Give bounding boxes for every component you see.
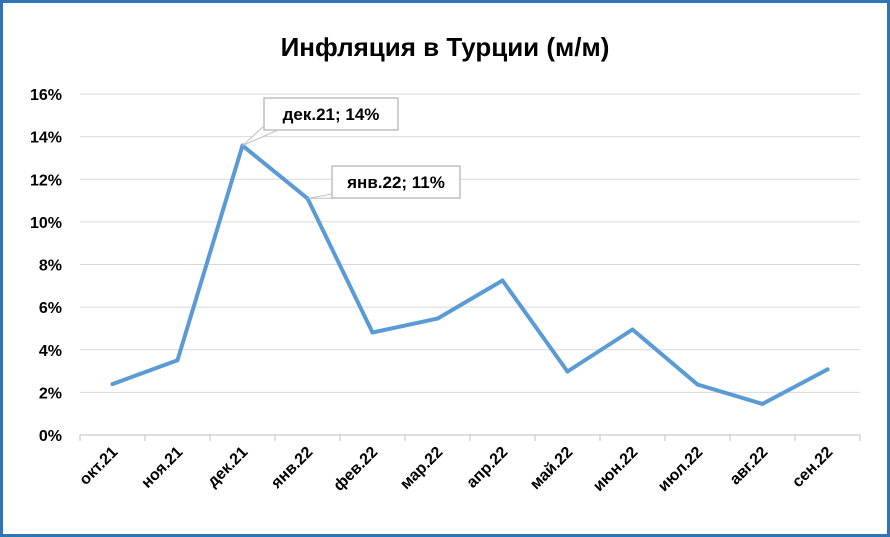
y-tick-label: 0%	[39, 428, 62, 445]
x-tick-label: дек.21	[204, 444, 251, 491]
callout-label: дек.21; 14%	[283, 105, 380, 124]
y-tick-label: 14%	[30, 130, 62, 147]
y-tick-label: 16%	[30, 87, 62, 104]
x-axis-tick-labels: окт.21 ноя.21 дек.21 янв.22 фев.22 мар.22 апр.…	[76, 444, 836, 495]
x-tick-label: апр.22	[464, 444, 512, 492]
x-tick-label: авг.22	[727, 444, 772, 489]
data-point	[695, 382, 700, 387]
data-point	[175, 358, 180, 363]
y-tick-label: 10%	[30, 215, 62, 232]
callout: янв.22; 11%	[307, 165, 461, 199]
data-point	[500, 278, 505, 283]
data-point	[760, 401, 765, 406]
x-tick-label: мар.22	[397, 444, 446, 493]
y-tick-label: 4%	[39, 343, 62, 360]
callout-box	[331, 165, 461, 199]
x-tick-label: сен.22	[789, 444, 836, 491]
y-tick-label: 8%	[39, 258, 62, 275]
data-callouts: дек.21; 14% янв.22; 11%	[242, 97, 461, 199]
series-layer	[110, 143, 830, 406]
x-tick-label: янв.22	[267, 444, 316, 493]
data-point	[630, 327, 635, 332]
callout-box	[263, 97, 399, 131]
x-tick-label: фев.22	[331, 444, 382, 495]
y-axis-tick-labels: 0% 2% 4% 6% 8% 10% 12% 14% 16%	[30, 87, 62, 445]
gridlines	[80, 93, 860, 393]
y-tick-label: 2%	[39, 385, 62, 402]
chart-title: Инфляция в Турции (м/м)	[281, 32, 610, 62]
data-point	[370, 330, 375, 335]
x-tick-label: июл.22	[655, 444, 706, 495]
y-tick-label: 12%	[30, 172, 62, 189]
callout-label: янв.22; 11%	[346, 173, 445, 192]
data-point	[825, 367, 830, 372]
x-tick-label: ноя.21	[138, 444, 186, 492]
data-point	[110, 382, 115, 387]
x-tick-label: окт.21	[76, 444, 121, 489]
x-tick-label: май.22	[527, 444, 576, 493]
y-tick-label: 6%	[39, 300, 62, 317]
data-point	[435, 316, 440, 321]
data-point	[565, 369, 570, 374]
callout: дек.21; 14%	[242, 97, 399, 147]
axes	[79, 434, 861, 441]
series-line	[110, 143, 830, 406]
x-tick-label: июн.22	[590, 444, 641, 495]
